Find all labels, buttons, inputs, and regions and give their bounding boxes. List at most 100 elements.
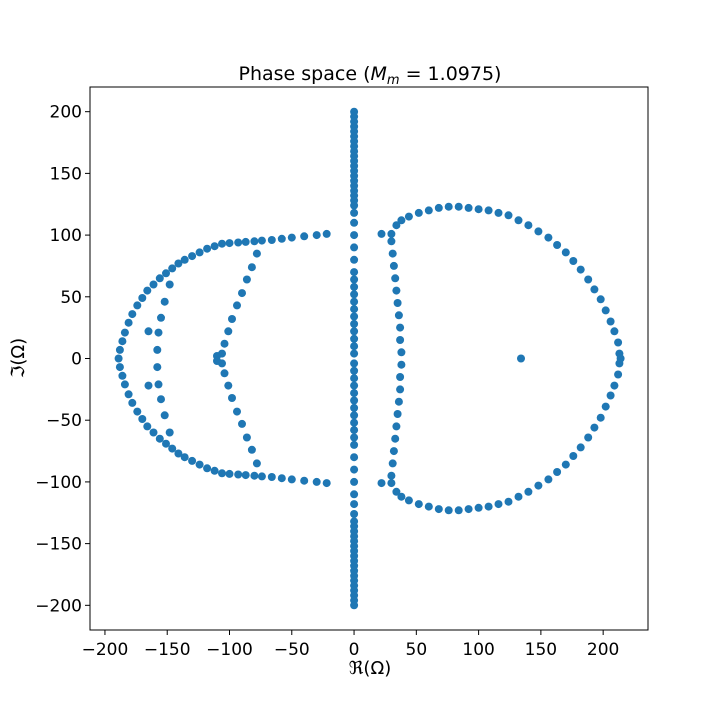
- scatter-point: [154, 328, 163, 337]
- scatter-point: [596, 413, 605, 422]
- scatter-point: [517, 354, 525, 363]
- scatter-point: [350, 601, 359, 610]
- scatter-point: [350, 403, 359, 412]
- scatter-point: [250, 237, 259, 246]
- scatter-point: [350, 396, 359, 405]
- scatter-point: [350, 510, 359, 518]
- scatter-point: [434, 505, 443, 514]
- scatter-point: [388, 249, 397, 258]
- scatter-point: [404, 496, 413, 505]
- scatter-point: [120, 380, 129, 389]
- scatter-point: [387, 237, 396, 246]
- scatter-point: [553, 241, 562, 249]
- scatter-point: [434, 203, 443, 212]
- scatter-point: [601, 306, 610, 315]
- scatter-point: [242, 433, 251, 442]
- scatter-point: [168, 444, 177, 453]
- scatter-point: [115, 345, 124, 354]
- scatter-point: [596, 295, 605, 304]
- scatter-point: [124, 318, 133, 327]
- scatter-point: [257, 236, 266, 245]
- scatter-point: [576, 443, 585, 452]
- scatter-point: [350, 366, 359, 375]
- scatter-point: [322, 229, 331, 238]
- x-tick-label: −150: [144, 640, 191, 660]
- scatter-point: [389, 447, 398, 456]
- scatter-point: [218, 239, 226, 248]
- scatter-point: [392, 221, 401, 230]
- scatter-point: [444, 202, 453, 211]
- scatter-point: [561, 460, 570, 469]
- scatter-point: [601, 402, 610, 411]
- scatter-point: [393, 299, 402, 307]
- y-tick-label: 100: [50, 226, 82, 246]
- scatter-point: [149, 428, 158, 437]
- scatter-point: [534, 227, 543, 236]
- scatter-point: [120, 328, 129, 337]
- scatter-point: [220, 339, 229, 348]
- scatter-point: [350, 500, 359, 509]
- scatter-point: [233, 301, 241, 310]
- scatter-point: [464, 203, 473, 212]
- scatter-point: [392, 487, 401, 496]
- scatter-point: [424, 502, 433, 511]
- scatter-point: [474, 205, 483, 214]
- scatter-point: [174, 259, 183, 268]
- scatter-point: [277, 474, 286, 483]
- y-tick-label: −100: [35, 473, 82, 493]
- scatter-point: [124, 390, 133, 399]
- chart-title: Phase space (Mm = 1.0975): [239, 63, 502, 88]
- scatter-point: [300, 476, 309, 485]
- scatter-point: [153, 363, 162, 372]
- plot-area: [89, 86, 649, 631]
- scatter-point: [350, 411, 359, 420]
- scatter-point: [350, 312, 359, 321]
- scatter-point: [149, 280, 158, 289]
- scatter-point: [396, 336, 405, 344]
- scatter-point: [241, 471, 250, 480]
- scatter-point: [155, 434, 164, 443]
- scatter-point: [464, 505, 473, 514]
- scatter-point: [397, 360, 406, 369]
- scatter-point: [224, 327, 233, 336]
- y-axis-label: ℑ(Ω): [8, 338, 29, 378]
- scatter-point: [133, 301, 142, 310]
- scatter-point: [162, 439, 170, 448]
- scatter-point: [394, 311, 403, 320]
- scatter-point: [257, 472, 266, 481]
- scatter-point: [590, 423, 599, 432]
- scatter-point: [252, 459, 261, 468]
- y-tick-label: 0: [71, 350, 82, 370]
- scatter-point: [377, 479, 386, 488]
- scatter-point: [118, 337, 127, 346]
- scatter-point: [350, 255, 359, 264]
- y-tick-label: 200: [50, 103, 82, 123]
- scatter-point: [160, 411, 169, 420]
- scatter-point: [610, 381, 619, 390]
- scatter-point: [277, 234, 286, 243]
- scatter-point: [241, 237, 250, 246]
- scatter-point: [155, 274, 164, 283]
- scatter-point: [396, 385, 405, 394]
- scatter-point: [128, 310, 137, 319]
- scatter-point: [584, 433, 593, 442]
- scatter-point: [534, 481, 543, 490]
- scatter-point: [228, 394, 236, 402]
- scatter-point: [225, 239, 234, 248]
- scatter-point: [404, 212, 413, 221]
- scatter-point: [220, 369, 229, 378]
- x-tick-label: 150: [525, 640, 557, 660]
- scatter-point: [174, 449, 183, 458]
- scatter-point: [350, 231, 359, 240]
- scatter-point: [504, 211, 513, 220]
- y-tick-label: 150: [50, 164, 82, 184]
- scatter-point: [387, 479, 396, 488]
- scatter-point: [610, 327, 619, 336]
- scatter-point: [165, 280, 174, 289]
- scatter-point: [350, 305, 359, 314]
- scatter-point: [300, 232, 309, 241]
- scatter-point: [224, 381, 233, 390]
- scatter-point: [195, 248, 204, 257]
- scatter-point: [524, 221, 533, 230]
- scatter-point: [514, 492, 523, 501]
